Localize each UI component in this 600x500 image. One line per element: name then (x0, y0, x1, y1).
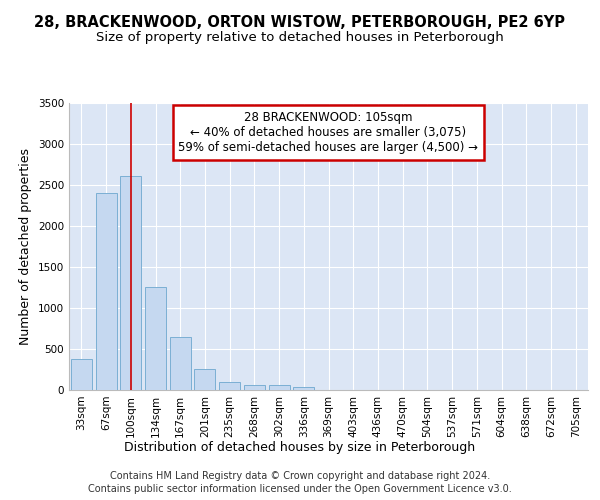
Text: Contains public sector information licensed under the Open Government Licence v3: Contains public sector information licen… (88, 484, 512, 494)
Text: 28, BRACKENWOOD, ORTON WISTOW, PETERBOROUGH, PE2 6YP: 28, BRACKENWOOD, ORTON WISTOW, PETERBORO… (35, 15, 566, 30)
Text: Contains HM Land Registry data © Crown copyright and database right 2024.: Contains HM Land Registry data © Crown c… (110, 471, 490, 481)
Bar (293, 386, 314, 390)
Text: 28 BRACKENWOOD: 105sqm
← 40% of detached houses are smaller (3,075)
59% of semi-: 28 BRACKENWOOD: 105sqm ← 40% of detached… (179, 111, 479, 154)
Bar (170, 338, 191, 390)
Bar (244, 385, 265, 390)
Bar (194, 368, 215, 390)
Text: Distribution of detached houses by size in Peterborough: Distribution of detached houses by size … (124, 441, 476, 454)
Bar (71, 359, 92, 390)
Y-axis label: Number of detached properties: Number of detached properties (19, 148, 32, 345)
Bar (269, 385, 290, 390)
Text: Size of property relative to detached houses in Peterborough: Size of property relative to detached ho… (96, 31, 504, 44)
Bar (95, 193, 116, 390)
Bar (120, 176, 141, 390)
Bar (145, 288, 166, 390)
Bar (219, 382, 240, 390)
